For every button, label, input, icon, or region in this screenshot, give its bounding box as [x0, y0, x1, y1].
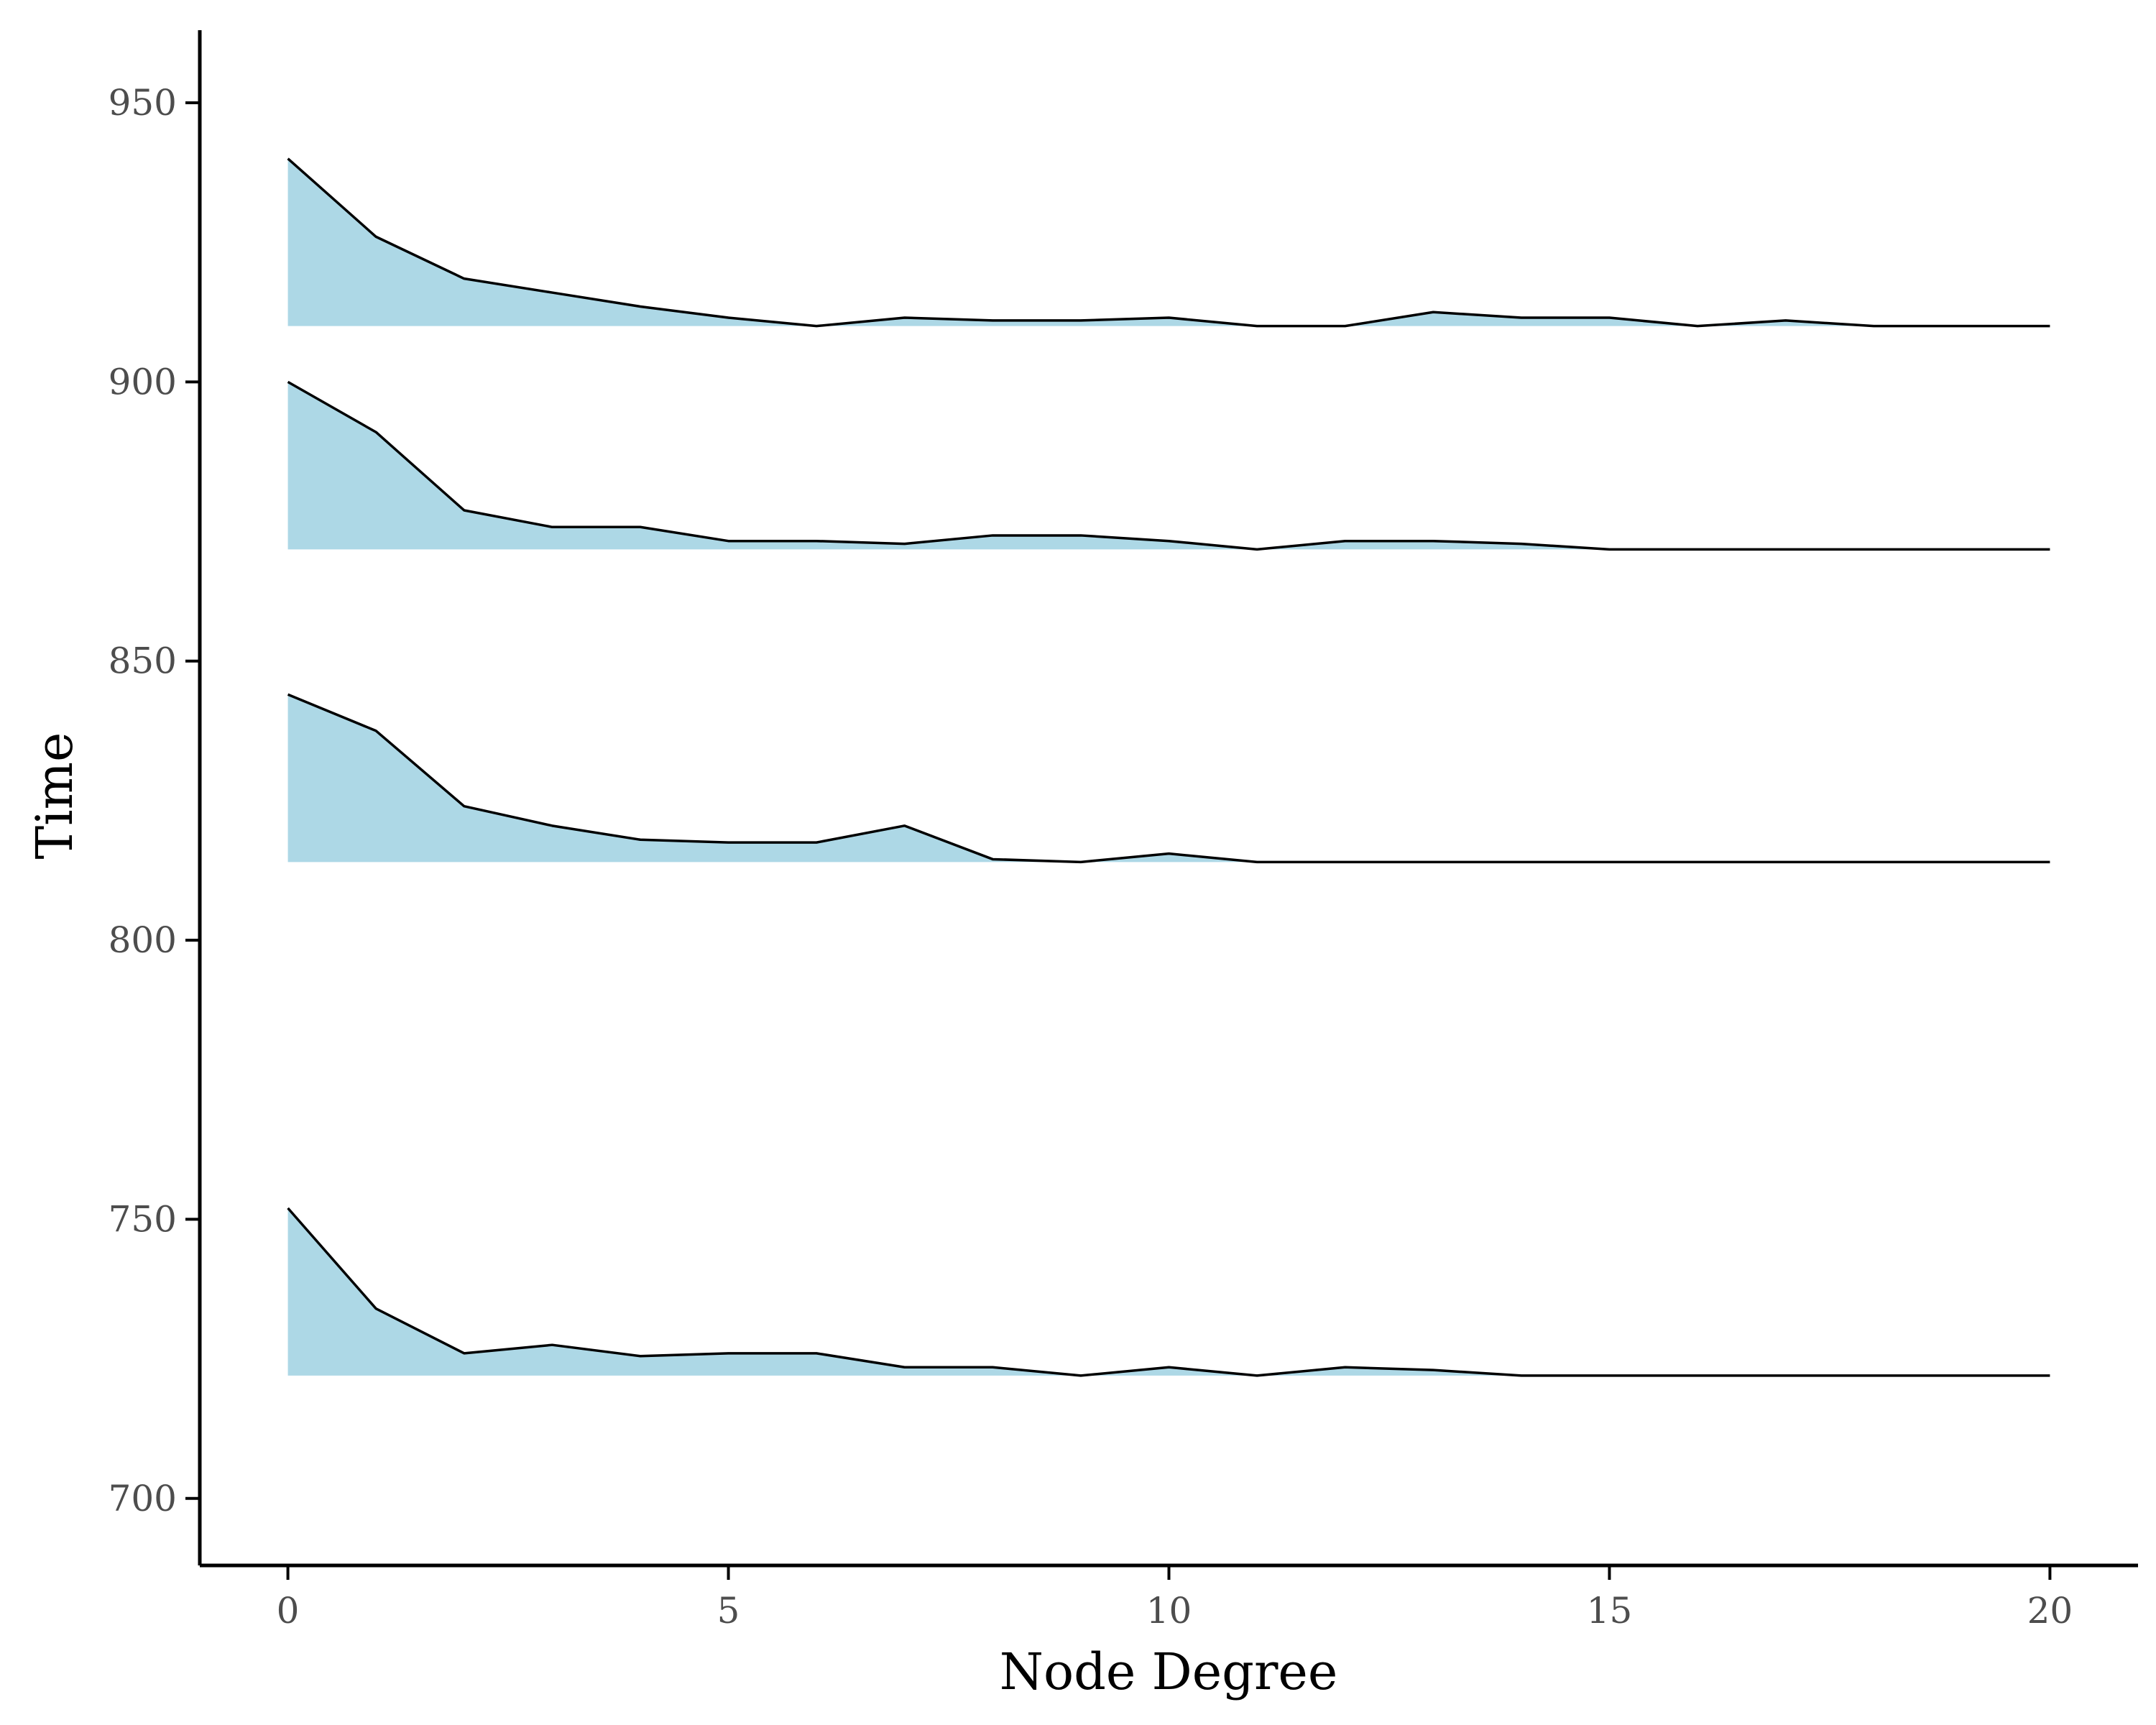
x-tick-label: 15	[1587, 1590, 1633, 1632]
x-tick-label: 20	[2027, 1590, 2073, 1632]
x-axis-title: Node Degree	[1000, 1642, 1338, 1701]
ridges-layer	[287, 157, 2050, 1377]
x-tick-label: 0	[277, 1590, 300, 1632]
y-axis-ticks: 700 750 800 850 900 950	[109, 82, 200, 1519]
y-axis-title: Time	[25, 732, 84, 860]
ridge-line-1	[287, 157, 2050, 328]
x-tick-label: 5	[717, 1590, 740, 1632]
y-tick-label: 950	[109, 82, 177, 124]
y-tick-label: 750	[109, 1198, 177, 1240]
y-tick-label: 850	[109, 640, 177, 682]
ridge-area-3	[287, 694, 2050, 862]
ridge-area-1	[287, 158, 2050, 326]
ridge-area-2	[287, 382, 2050, 550]
y-tick-label: 800	[109, 919, 177, 961]
x-axis-ticks: 0 5 10 15 20	[277, 1565, 2073, 1632]
ridge-line-4	[287, 1207, 2050, 1377]
ridge-line-2	[287, 380, 2050, 551]
y-tick-label: 700	[109, 1478, 177, 1519]
y-tick-label: 900	[109, 361, 177, 402]
ridge-area-4	[287, 1208, 2050, 1376]
ridge-line-3	[287, 693, 2050, 864]
x-tick-label: 10	[1146, 1590, 1192, 1632]
